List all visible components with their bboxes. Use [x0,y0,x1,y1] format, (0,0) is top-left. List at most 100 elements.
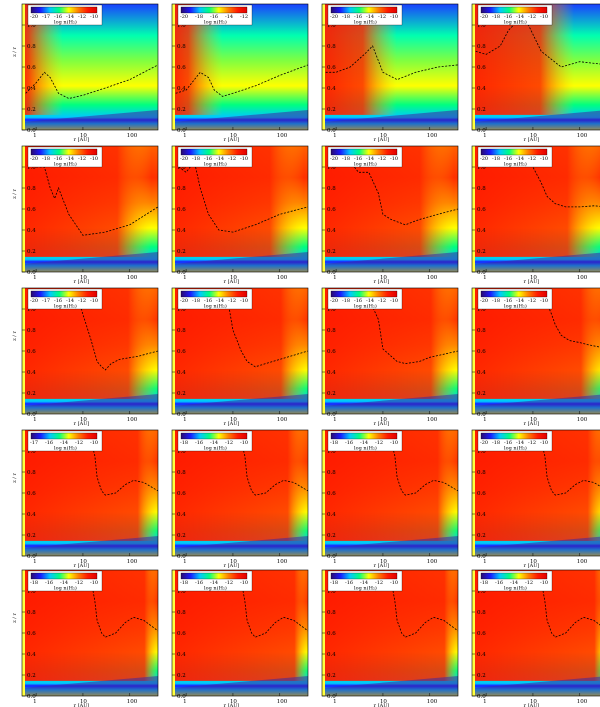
x-tick-label: 1 [483,699,487,705]
panel-5: 0.0 0.2 0.4 0.6 0.8 1.0 1 10 100 r [AU] z / r -20 -1… [10,142,159,285]
colorbar-tick-label: -20 [330,298,338,304]
y-tick-label: 0.8 [27,610,36,616]
x-tick-label: 1 [33,699,37,705]
y-tick-label: 0.0 [177,128,186,134]
colorbar-tick-label: -16 [354,298,362,304]
colorbar-tick-label: -14 [66,156,74,162]
colorbar-tick-label: -10 [390,156,398,162]
y-tick-label: 0.4 [477,86,486,92]
x-tick-label: 100 [427,133,438,139]
y-tick-label: 0.2 [477,249,486,255]
y-tick-label: 1.0 [27,23,36,29]
y-tick-label: 0.8 [327,610,336,616]
midplane-band [172,536,308,556]
colorbar-gradient [330,6,398,14]
x-tick-label: 100 [577,417,588,423]
colorbar-inset: -20 -18 -16 -14 -12 log n(H₂) [177,4,253,26]
colorbar-tick-label: -18 [330,580,338,586]
colorbar-title: log n(H₂) [354,303,377,310]
midplane-band [22,536,158,556]
colorbar-gradient [480,572,548,580]
colorbar-title: log n(H₂) [504,445,527,452]
x-axis-title: r [AU] [224,137,240,143]
panel-svg: 0.0 0.2 0.4 0.6 0.8 1.0 1 10 100 r [AU] z / r -20 -1… [12,145,159,285]
colorbar-tick-label: -14 [225,14,233,20]
y-tick-label: 0.2 [327,391,336,397]
colorbar-tick-label: -14 [66,14,74,20]
y-tick-label: 0.6 [327,631,336,637]
y-tick-label: 0.4 [177,370,186,376]
contour-dashed-line [240,580,308,638]
colorbar-tick-label: -10 [240,156,248,162]
y-tick-label: 0.6 [477,349,486,355]
colorbar-tick-label: -10 [540,440,548,446]
y-tick-label: 0.8 [477,470,486,476]
panel-4: 0.0 0.2 0.4 0.6 0.8 1.0 1 10 100 r [AU] -20 -18 -16-… [460,0,600,143]
colorbar-inset: -20 -18 -16 -14 -12 -10 log n(H₂) [177,288,253,310]
x-axis-title: r [AU] [74,421,90,427]
panel-1: 0.0 0.2 0.4 0.6 0.8 1.0 1 10 100 r [AU] z / r -20 -1… [10,0,159,143]
y-tick-label: 1.0 [177,23,186,29]
y-tick-label: 0.2 [477,533,486,539]
panel-8: 0.0 0.2 0.4 0.6 0.8 1.0 1 10 100 r [AU] -20 -18 -16-… [460,142,600,285]
colorbar-title: log n(H₂) [204,585,227,592]
x-axis-title: r [AU] [224,703,240,707]
colorbar-tick-label: -20 [30,156,38,162]
colorbar-inset: -20 -18 -16 -14 -12 -10 log n(H₂) [477,146,553,168]
y-tick-label: 0.8 [477,44,486,50]
colorbar-tick-label: -16 [345,440,353,446]
colorbar-inset: -20 -18 -16 -14 -12 -10 log n(H₂) [477,430,553,452]
colorbar-tick-label: -14 [210,440,218,446]
colorbar-tick-label: -20 [30,298,38,304]
colorbar-tick-label: -14 [66,298,74,304]
y-tick-label: 0.6 [27,491,36,497]
x-axis-title: r [AU] [374,421,390,427]
colorbar-tick-label: -16 [210,14,218,20]
y-tick-label: 0.2 [177,673,186,679]
panel-6: 0.0 0.2 0.4 0.6 0.8 1.0 1 10 100 r [AU] -20 -18 -16-… [160,142,309,285]
x-tick-label: 10 [80,133,87,139]
y-tick-label: 0.6 [177,491,186,497]
midplane-band [322,676,458,696]
y-tick-label: 0.0 [27,270,36,276]
x-tick-label: 10 [80,275,87,281]
x-tick-label: 100 [127,133,138,139]
y-tick-label: 0.6 [327,65,336,71]
colorbar-tick-label: -18 [342,14,350,20]
colorbar-tick-label: -12 [228,298,236,304]
colorbar-title: log n(H₂) [354,445,377,452]
y-tick-label: 1.0 [327,23,336,29]
contour-dashed-line [540,298,600,348]
midplane-band [172,676,308,696]
colorbar-tick-label: -18 [492,14,500,20]
y-tick-label: 0.0 [177,270,186,276]
panel-11: 0.0 0.2 0.4 0.6 0.8 1.0 1 10 100 r [AU] -20 -18 -16-… [310,284,459,427]
colorbar-gradient [180,148,248,156]
y-tick-label: 0.8 [477,328,486,334]
x-tick-label: 100 [277,133,288,139]
x-tick-label: 10 [230,133,237,139]
colorbar-inset: -17 -16 -14 -12 -10 log n(H₂) [27,430,103,452]
x-tick-label: 10 [230,699,237,705]
colorbar-tick-label: -10 [540,580,548,586]
x-tick-label: 1 [33,275,37,281]
colorbar-tick-label: -16 [204,156,212,162]
y-tick-label: 0.4 [327,652,336,658]
contour-dashed-line [90,440,158,496]
colorbar-tick-label: -10 [240,580,248,586]
colorbar-tick-label: -16 [495,580,503,586]
y-tick-label: 0.6 [477,207,486,213]
colorbar-tick-label: -16 [195,580,203,586]
x-tick-label: 10 [530,275,537,281]
colorbar-tick-label: -12 [375,440,383,446]
y-tick-label: 0.2 [27,673,36,679]
colorbar-tick-label: -20 [480,156,488,162]
colorbar-tick-label: -20 [180,298,188,304]
y-tick-label: 1.0 [327,165,336,171]
y-tick-label: 0.4 [27,512,36,518]
y-tick-label: 0.4 [477,370,486,376]
y-tick-label: 0.2 [327,107,336,113]
